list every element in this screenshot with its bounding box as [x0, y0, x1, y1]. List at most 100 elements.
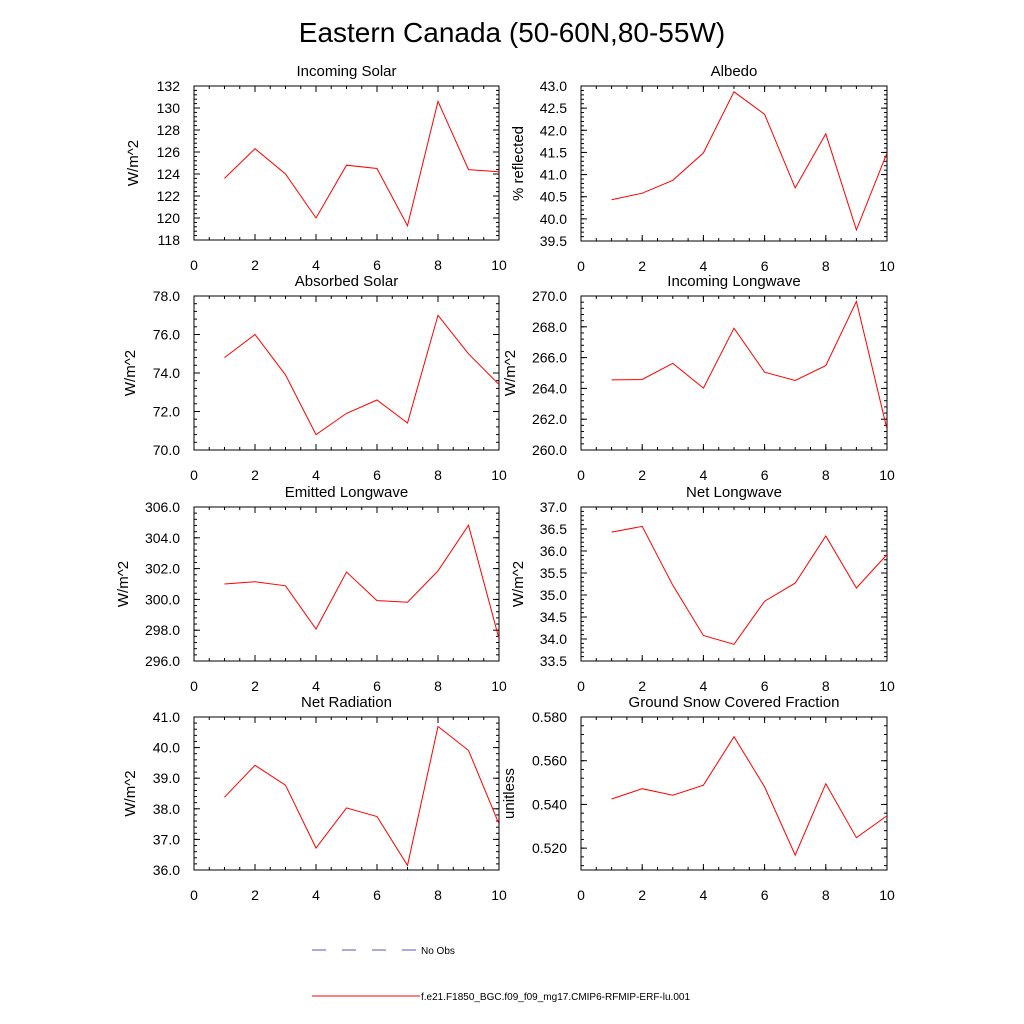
y-tick-label: 70.0: [153, 442, 180, 458]
x-tick-label: 2: [251, 467, 259, 483]
panel-title: Absorbed Solar: [295, 273, 398, 290]
series-line: [224, 725, 499, 867]
y-axis-label: % reflected: [510, 126, 527, 201]
x-tick-label: 8: [434, 678, 442, 694]
chart-panel-6: 0 2 4 6 8 10 33.5 34.0 34.5 35.0 35.5 36.0 36.5 37.0 N…: [510, 484, 895, 694]
x-tick-label: 4: [312, 887, 320, 903]
legend: No Obs f.e21.F1850_BGC.f09_f09_mg17.CMIP6…: [312, 946, 690, 1003]
x-tick-label: 2: [638, 258, 646, 274]
chart-panel-8: 0 2 4 6 8 10 0.520 0.540 0.560 0.580 Ground Snow C…: [501, 694, 895, 903]
series-line: [611, 91, 887, 232]
y-tick-label: 39.5: [540, 233, 567, 249]
y-tick-label: 126: [157, 144, 181, 160]
y-tick-label: 118: [158, 232, 181, 248]
x-tick-label: 0: [577, 258, 585, 274]
x-tick-label: 0: [577, 467, 585, 483]
y-tick-label: 300.0: [145, 591, 180, 607]
y-tick-label: 78.0: [153, 288, 180, 304]
y-tick-label: 298.0: [145, 622, 180, 638]
y-tick-label: 266.0: [532, 350, 567, 366]
y-tick-label: 270.0: [532, 288, 567, 304]
y-tick-label: 42.5: [540, 100, 567, 116]
y-tick-label: 302.0: [145, 561, 180, 577]
y-tick-label: 304.0: [145, 530, 180, 546]
y-axis-label: W/m^2: [510, 561, 527, 607]
plot-frame: [580, 506, 888, 662]
legend-label: No Obs: [421, 946, 455, 957]
y-tick-label: 41.0: [540, 167, 567, 183]
x-tick-label: 6: [373, 467, 381, 483]
y-tick-label: 264.0: [532, 380, 567, 396]
x-tick-label: 10: [491, 257, 507, 273]
legend-item-1: No Obs: [312, 946, 455, 957]
y-tick-label: 268.0: [532, 319, 567, 335]
x-tick-label: 4: [312, 467, 320, 483]
y-tick-label: 0.520: [532, 840, 567, 856]
x-tick-label: 8: [822, 258, 830, 274]
x-tick-label: 0: [190, 467, 198, 483]
y-tick-label: 76.0: [153, 327, 180, 343]
panel-title: Net Radiation: [301, 694, 392, 711]
y-tick-label: 36.0: [540, 543, 567, 559]
panels: 0 2 4 6 8 10 118 120 122 124 126 128 130 132 Incoming …: [115, 63, 895, 903]
x-tick-label: 2: [251, 887, 259, 903]
y-tick-label: 33.5: [540, 653, 567, 669]
x-tick-label: 0: [190, 257, 198, 273]
y-axis-label: W/m^2: [502, 350, 519, 396]
panel-title: Ground Snow Covered Fraction: [629, 694, 840, 711]
y-tick-label: 40.0: [153, 740, 180, 756]
panel-title: Net Longwave: [686, 484, 782, 501]
plot-frame: [193, 506, 500, 662]
y-tick-label: 40.5: [540, 189, 567, 205]
chart-panel-2: 0 2 4 6 8 10 39.5 40.0 40.5 41.0 41.5 42.0 42.5 43.0 A…: [510, 63, 895, 274]
y-tick-label: 124: [157, 166, 181, 182]
x-tick-label: 4: [700, 258, 708, 274]
chart-panel-7: 0 2 4 6 8 10 36.0 37.0 38.0 39.0 40.0 41.0 Net Radia…: [122, 694, 507, 903]
x-tick-label: 0: [190, 678, 198, 694]
x-tick-label: 10: [491, 467, 507, 483]
panel-title: Emitted Longwave: [285, 484, 408, 501]
y-tick-label: 306.0: [145, 499, 180, 515]
y-tick-label: 120: [157, 210, 181, 226]
x-tick-label: 4: [700, 678, 708, 694]
y-tick-label: 132: [157, 78, 181, 94]
y-tick-label: 130: [157, 100, 181, 116]
x-tick-label: 6: [373, 257, 381, 273]
panel-title: Incoming Longwave: [667, 273, 800, 290]
y-tick-label: 34.0: [540, 631, 567, 647]
y-tick-label: 40.0: [540, 211, 567, 227]
y-tick-label: 43.0: [540, 78, 567, 94]
x-tick-label: 2: [638, 467, 646, 483]
y-tick-label: 38.0: [153, 801, 180, 817]
x-tick-label: 8: [822, 887, 830, 903]
x-tick-label: 8: [434, 467, 442, 483]
x-tick-label: 8: [822, 678, 830, 694]
y-tick-label: 296.0: [145, 653, 180, 669]
x-tick-label: 10: [879, 678, 895, 694]
y-tick-label: 0.560: [532, 753, 567, 769]
y-tick-label: 74.0: [153, 365, 180, 381]
y-tick-label: 39.0: [153, 770, 180, 786]
y-axis-label: W/m^2: [125, 140, 142, 186]
y-tick-label: 262.0: [532, 411, 567, 427]
x-tick-label: 4: [312, 257, 320, 273]
x-tick-label: 4: [700, 467, 708, 483]
x-tick-label: 6: [761, 887, 769, 903]
legend-label: f.e21.F1850_BGC.f09_f09_mg17.CMIP6-RFMIP…: [421, 992, 690, 1003]
y-tick-label: 36.0: [153, 862, 180, 878]
x-tick-label: 2: [638, 887, 646, 903]
series-line: [224, 524, 499, 639]
series-line: [611, 735, 887, 857]
y-tick-label: 0.540: [532, 796, 567, 812]
x-tick-label: 0: [577, 887, 585, 903]
y-tick-label: 37.0: [153, 831, 180, 847]
x-tick-label: 0: [577, 678, 585, 694]
x-tick-label: 10: [879, 467, 895, 483]
y-axis-label: W/m^2: [122, 350, 139, 396]
series-line: [611, 525, 887, 645]
y-axis-label: unitless: [501, 768, 518, 819]
chart-panel-3: 0 2 4 6 8 10 70.0 72.0 74.0 76.0 78.0 Absorbed Sola…: [122, 273, 507, 483]
y-tick-label: 72.0: [153, 404, 180, 420]
x-tick-label: 8: [822, 467, 830, 483]
